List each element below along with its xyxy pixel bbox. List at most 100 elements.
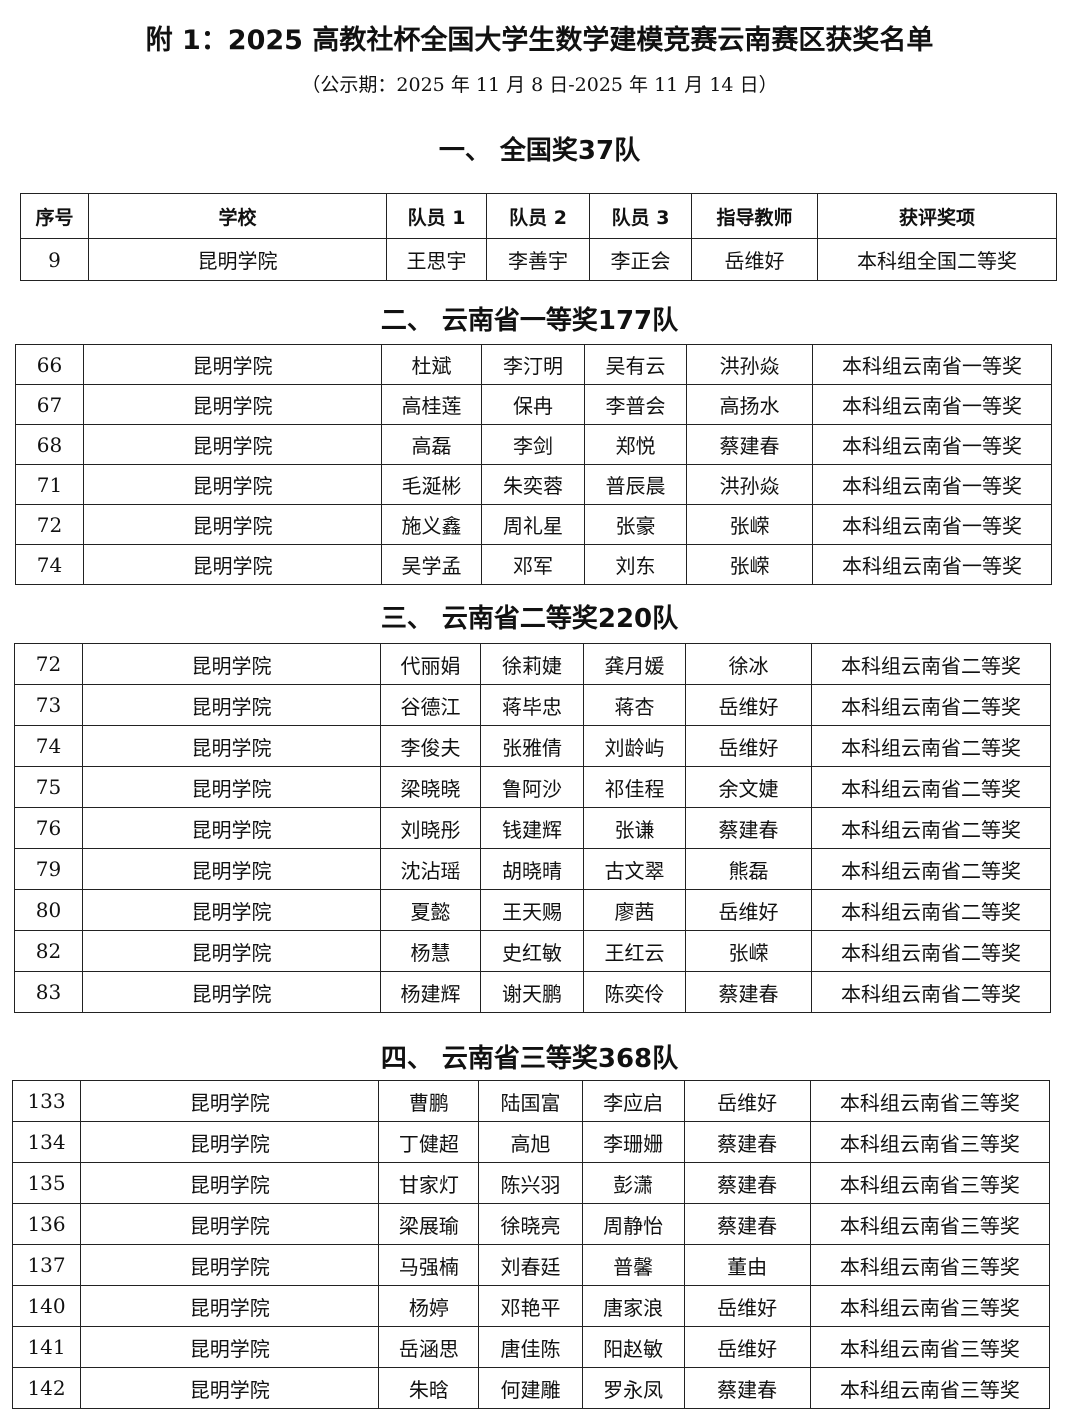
column-header: 指导教师 (691, 193, 818, 239)
table-cell: 普馨 (581, 1244, 685, 1286)
section-heading-national: 一、 全国奖37队 (438, 136, 641, 166)
table-cell: 昆明学院 (82, 848, 381, 890)
table-cell: 本科组云南省二等奖 (811, 930, 1051, 972)
second-prize-table: 72 昆明学院 代丽娟 徐莉婕 龚月媛 徐冰 本科组云南省二等奖 73 昆明学院 谷德江 蒋毕忠 蒋杏… (14, 643, 1051, 1013)
table-cell: 杨建辉 (380, 971, 481, 1013)
table-cell: 142 (11, 1367, 82, 1409)
table-cell: 74 (15, 544, 84, 585)
table-cell: 79 (14, 848, 83, 890)
table-cell: 张嵘 (686, 544, 813, 585)
table-cell: 张豪 (584, 504, 687, 545)
table-row: 66 昆明学院 杜斌 李汀明 吴有云 洪孙焱 本科组云南省一等奖 (15, 344, 1052, 385)
table-cell: 67 (15, 384, 84, 425)
table-cell: 丁健超 (378, 1121, 480, 1163)
table-row: 80 昆明学院 夏懿 王天赐 廖茜 岳维好 本科组云南省二等奖 (14, 889, 1051, 931)
table-cell: 本科组云南省三等奖 (809, 1367, 1051, 1409)
table-cell: 蔡建春 (686, 424, 813, 465)
table-cell: 高桂莲 (381, 384, 482, 425)
column-header: 队员 3 (589, 193, 692, 239)
table-cell: 余文婕 (685, 766, 812, 808)
column-header: 序号 (20, 193, 89, 239)
table-cell: 邓军 (481, 544, 585, 585)
table-cell: 徐晓亮 (478, 1203, 583, 1245)
table-cell: 刘龄屿 (583, 725, 686, 767)
table-cell: 本科组云南省三等奖 (809, 1326, 1051, 1368)
table-cell: 高旭 (478, 1121, 583, 1163)
table-cell: 74 (14, 725, 83, 767)
table-cell: 代丽娟 (380, 643, 481, 685)
section-heading-third-prize: 四、 云南省三等奖368队 (380, 1044, 679, 1074)
column-header: 队员 2 (486, 193, 590, 239)
table-cell: 76 (14, 807, 83, 849)
table-cell: 72 (15, 504, 84, 545)
table-cell: 杨慧 (380, 930, 481, 972)
table-cell: 鲁阿沙 (480, 766, 584, 808)
table-cell: 何建雕 (478, 1367, 583, 1409)
table-cell: 岳维好 (683, 1326, 811, 1368)
table-cell: 梁晓晓 (380, 766, 481, 808)
table-cell: 136 (11, 1203, 82, 1245)
table-cell: 蔡建春 (685, 807, 812, 849)
table-cell: 张嵘 (685, 930, 812, 972)
table-cell: 昆明学院 (83, 464, 382, 505)
national-award-table: 序号 学校 队员 1 队员 2 队员 3 指导教师 获评奖项 9 昆明学院 王思宇 李善宇 李正会 岳维… (20, 193, 1057, 281)
table-cell: 朱奕蓉 (481, 464, 585, 505)
table-cell: 李珊姗 (581, 1121, 685, 1163)
table-cell: 王红云 (583, 930, 686, 972)
table-cell: 沈沾瑶 (380, 848, 481, 890)
table-cell: 周静怡 (581, 1203, 685, 1245)
table-row: 83 昆明学院 杨建辉 谢天鹏 陈奕伶 蔡建春 本科组云南省二等奖 (14, 971, 1051, 1013)
table-cell: 谢天鹏 (480, 971, 584, 1013)
table-header-row: 序号 学校 队员 1 队员 2 队员 3 指导教师 获评奖项 (20, 193, 1057, 239)
table-cell: 本科组云南省二等奖 (811, 971, 1051, 1013)
column-header: 队员 1 (386, 193, 487, 239)
table-cell: 75 (14, 766, 83, 808)
table-row: 72 昆明学院 代丽娟 徐莉婕 龚月媛 徐冰 本科组云南省二等奖 (14, 643, 1051, 685)
table-cell: 昆明学院 (82, 930, 381, 972)
table-cell: 68 (15, 424, 84, 465)
table-cell: 陆国富 (478, 1080, 583, 1122)
table-row: 71 昆明学院 毛涎彬 朱奕蓉 普辰晨 洪孙焱 本科组云南省一等奖 (15, 464, 1052, 505)
table-cell: 本科组云南省三等奖 (809, 1162, 1051, 1204)
table-cell: 本科组云南省三等奖 (809, 1121, 1051, 1163)
table-cell: 本科组云南省二等奖 (811, 725, 1051, 767)
table-cell: 昆明学院 (82, 889, 381, 931)
table-cell: 本科组云南省二等奖 (811, 643, 1051, 685)
table-cell: 岳维好 (685, 684, 812, 726)
table-cell: 134 (11, 1121, 82, 1163)
table-cell: 本科组云南省二等奖 (811, 889, 1051, 931)
table-row: 136 昆明学院 梁展瑜 徐晓亮 周静怡 蔡建春 本科组云南省三等奖 (11, 1203, 1051, 1245)
table-cell: 岳涵思 (378, 1326, 480, 1368)
table-cell: 岳维好 (683, 1080, 811, 1122)
table-cell: 本科组云南省一等奖 (812, 544, 1052, 585)
table-cell: 施义鑫 (381, 504, 482, 545)
table-cell: 岳维好 (685, 889, 812, 931)
table-cell: 唐家浪 (581, 1285, 685, 1327)
third-prize-table: 133 昆明学院 曹鹏 陆国富 李应启 岳维好 本科组云南省三等奖 134 昆明学院 丁健超 高旭李… (11, 1080, 1051, 1409)
table-cell: 昆明学院 (82, 766, 381, 808)
table-cell: 73 (14, 684, 83, 726)
table-cell: 李俊夫 (380, 725, 481, 767)
table-cell: 蒋杏 (583, 684, 686, 726)
table-cell: 刘东 (584, 544, 687, 585)
table-cell: 137 (11, 1244, 82, 1286)
table-cell: 昆明学院 (82, 643, 381, 685)
table-cell: 徐莉婕 (480, 643, 584, 685)
table-cell: 昆明学院 (83, 344, 382, 385)
table-cell: 本科组云南省二等奖 (811, 766, 1051, 808)
table-cell: 昆明学院 (80, 1285, 380, 1327)
table-cell: 昆明学院 (80, 1244, 380, 1286)
table-row: 135 昆明学院 甘家灯 陈兴羽 彭潇 蔡建春 本科组云南省三等奖 (11, 1162, 1051, 1204)
table-cell: 昆明学院 (88, 238, 387, 281)
table-row: 9 昆明学院 王思宇 李善宇 李正会 岳维好 本科组全国二等奖 (20, 238, 1057, 281)
section-heading-first-prize: 二、 云南省一等奖177队 (380, 306, 679, 336)
table-cell: 昆明学院 (80, 1121, 380, 1163)
table-cell: 83 (14, 971, 83, 1013)
table-cell: 史红敏 (480, 930, 584, 972)
table-cell: 谷德江 (380, 684, 481, 726)
table-row: 79 昆明学院 沈沾瑶 胡晓晴 古文翠 熊磊 本科组云南省二等奖 (14, 848, 1051, 890)
table-cell: 廖茜 (583, 889, 686, 931)
table-cell: 昆明学院 (80, 1326, 380, 1368)
table-row: 142 昆明学院 朱晗 何建雕 罗永凤 蔡建春 本科组云南省三等奖 (11, 1367, 1051, 1409)
table-cell: 陈奕伶 (583, 971, 686, 1013)
